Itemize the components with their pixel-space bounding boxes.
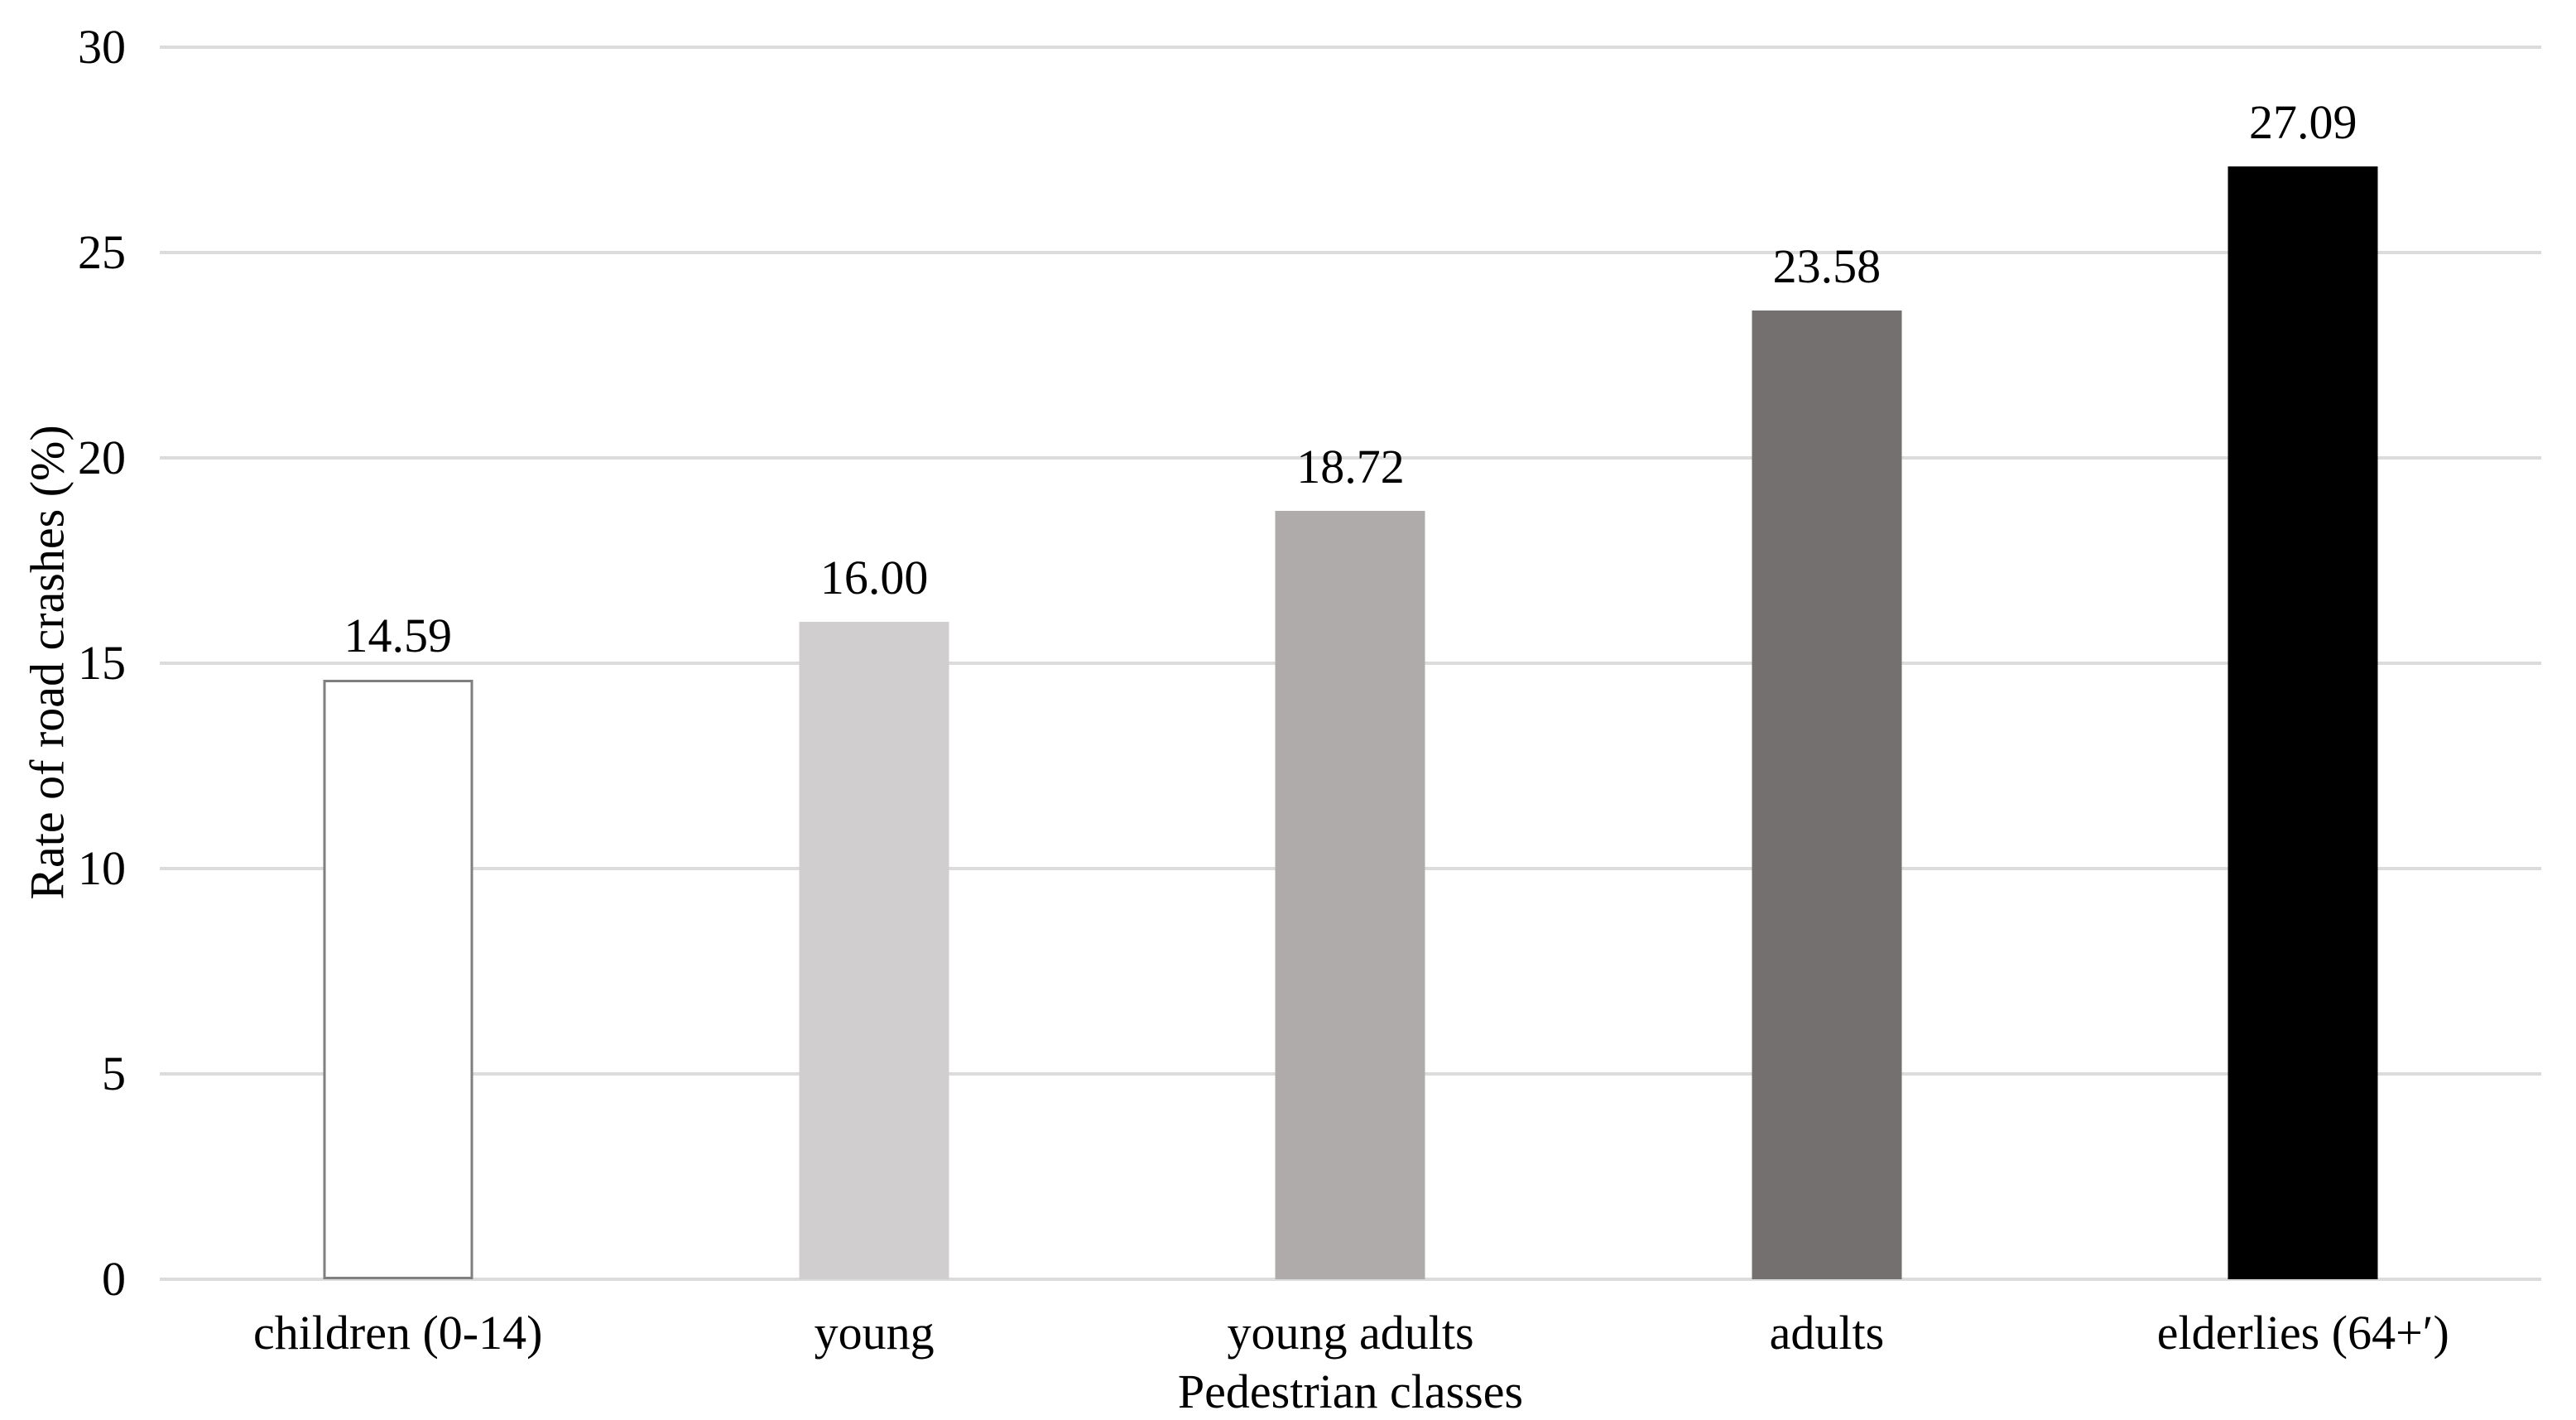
plot-area: 14.59 16.00 18.72 23.58 27.09 xyxy=(160,46,2541,1281)
y-axis-tick-labels: 0 5 10 15 20 25 30 xyxy=(0,23,126,1303)
category-label: adults xyxy=(1769,1306,1885,1360)
gridline xyxy=(160,456,2541,460)
bar-slot: 23.58 xyxy=(1588,47,2064,1279)
category-label: young xyxy=(814,1306,935,1360)
bar-adults xyxy=(1752,310,1902,1279)
category-label: young adults xyxy=(1227,1306,1474,1360)
y-tick-label: 30 xyxy=(78,20,126,74)
bar-slot: 16.00 xyxy=(636,47,1112,1279)
bar-young-adults xyxy=(1275,510,1425,1279)
gridline xyxy=(160,1278,2541,1281)
bar-children-0-14 xyxy=(323,680,473,1279)
y-tick-label: 5 xyxy=(102,1047,126,1100)
bar-value-label: 23.58 xyxy=(1772,239,1882,294)
bar-slot: 27.09 xyxy=(2065,47,2541,1279)
bar-young xyxy=(799,622,949,1279)
bar-elderlies-64 xyxy=(2228,166,2378,1279)
y-tick-label: 0 xyxy=(102,1252,126,1306)
y-tick-label: 15 xyxy=(78,636,126,690)
y-tick-label: 25 xyxy=(78,225,126,279)
x-axis-title: Pedestrian classes xyxy=(1177,1365,1524,1418)
bar-value-label: 27.09 xyxy=(2249,95,2357,150)
category-label: children (0-14) xyxy=(252,1306,543,1360)
y-tick-label: 10 xyxy=(78,841,126,895)
gridline xyxy=(160,251,2541,254)
x-axis-category-labels: children (0-14) young young adults adults el… xyxy=(160,1307,2541,1366)
gridline xyxy=(160,46,2541,49)
bar-value-label: 16.00 xyxy=(819,551,929,605)
bar-value-label: 18.72 xyxy=(1296,439,1405,493)
bar-slot: 18.72 xyxy=(1113,47,1588,1279)
y-tick-label: 20 xyxy=(78,431,126,484)
bar-value-label: 14.59 xyxy=(344,609,452,663)
category-label: elderlies (64+′) xyxy=(2156,1306,2449,1360)
bar-slot: 14.59 xyxy=(160,47,636,1279)
